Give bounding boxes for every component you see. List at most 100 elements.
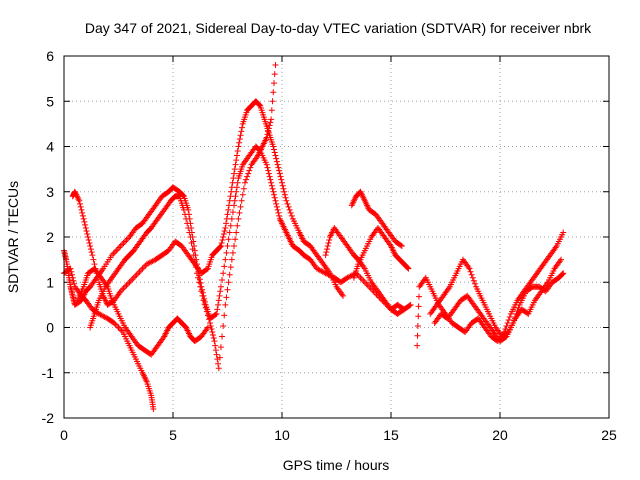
data-point xyxy=(213,351,220,358)
data-point xyxy=(224,286,231,293)
data-point xyxy=(238,197,245,204)
data-point xyxy=(124,280,131,287)
data-point xyxy=(222,256,229,263)
data-point xyxy=(280,185,287,192)
data-point xyxy=(198,288,205,295)
data-point xyxy=(228,215,235,222)
data-point xyxy=(218,240,225,247)
data-point xyxy=(265,125,272,132)
data-point xyxy=(276,167,283,174)
data-point xyxy=(274,161,281,168)
data-point xyxy=(273,203,280,210)
data-point xyxy=(505,316,512,323)
data-point xyxy=(90,256,97,263)
data-point xyxy=(217,288,224,295)
data-point xyxy=(216,292,223,299)
data-point xyxy=(190,252,197,259)
data-point xyxy=(256,102,263,109)
data-point xyxy=(120,285,127,292)
data-point xyxy=(270,143,277,150)
data-point xyxy=(265,128,272,135)
data-point xyxy=(264,164,271,171)
data-point xyxy=(287,209,294,216)
data-point xyxy=(267,176,274,183)
data-point xyxy=(281,191,288,198)
data-point xyxy=(276,212,283,219)
data-point xyxy=(264,131,271,138)
data-point xyxy=(220,230,227,237)
data-points xyxy=(61,62,567,412)
series-K xyxy=(431,270,567,345)
data-point xyxy=(285,203,292,210)
data-point xyxy=(207,319,214,326)
data-point xyxy=(80,215,87,222)
data-point xyxy=(271,71,278,78)
data-point xyxy=(238,128,245,135)
data-point xyxy=(126,279,133,286)
data-point xyxy=(229,179,236,186)
data-point xyxy=(225,279,232,286)
data-point xyxy=(135,270,142,277)
data-point xyxy=(229,249,236,256)
series-J xyxy=(427,256,565,340)
data-point xyxy=(231,166,238,173)
data-point xyxy=(113,247,120,254)
data-point xyxy=(211,338,218,345)
data-point xyxy=(79,212,86,219)
data-point xyxy=(219,276,226,283)
data-point xyxy=(127,277,134,284)
data-point xyxy=(220,270,227,277)
data-point xyxy=(468,271,475,278)
data-point xyxy=(246,167,253,174)
data-point xyxy=(224,243,231,250)
data-point xyxy=(129,276,136,283)
data-point xyxy=(361,279,368,286)
y-tick-label: 2 xyxy=(46,229,54,245)
data-point xyxy=(223,220,230,227)
data-point xyxy=(286,206,293,213)
data-point xyxy=(133,271,140,278)
data-point xyxy=(78,206,85,213)
y-tick-label: 4 xyxy=(46,139,54,155)
data-point xyxy=(136,268,143,275)
data-point xyxy=(184,220,191,227)
y-tick-label: 6 xyxy=(46,48,54,64)
data-point xyxy=(283,197,290,204)
data-point xyxy=(214,306,221,313)
data-point xyxy=(247,164,254,171)
data-point xyxy=(215,360,222,367)
data-point xyxy=(414,322,421,329)
data-point xyxy=(263,134,270,141)
data-point xyxy=(265,170,272,177)
data-point xyxy=(560,270,567,277)
data-point xyxy=(270,89,277,96)
data-point xyxy=(86,240,93,247)
data-point xyxy=(195,274,202,281)
data-point xyxy=(512,313,519,320)
data-point xyxy=(233,188,240,195)
data-point xyxy=(288,212,295,219)
data-point xyxy=(268,116,275,123)
data-point xyxy=(192,264,199,271)
data-point xyxy=(222,301,229,308)
data-point xyxy=(239,124,246,131)
data-point xyxy=(116,244,123,251)
data-point xyxy=(241,179,248,186)
plot-frame xyxy=(63,55,610,419)
data-point xyxy=(114,322,121,329)
data-point xyxy=(227,222,234,229)
data-point xyxy=(205,316,212,323)
data-point xyxy=(140,264,147,271)
data-point xyxy=(240,185,247,192)
data-point xyxy=(237,132,244,139)
y-tick-label: 3 xyxy=(46,184,54,200)
data-point xyxy=(76,197,83,204)
data-point xyxy=(217,243,224,250)
data-point xyxy=(265,167,272,174)
data-point xyxy=(84,234,91,240)
data-point xyxy=(513,310,520,317)
data-point xyxy=(326,237,333,244)
y-tick-label: 1 xyxy=(46,274,54,290)
data-point xyxy=(271,149,278,156)
